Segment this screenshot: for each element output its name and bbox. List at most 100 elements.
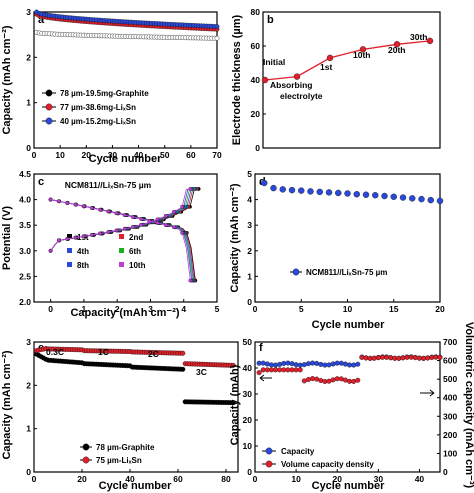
panel-a-legend-label: 77 µm-38.6mg-LiₓSn [60,103,136,112]
panel-b-point [359,46,367,53]
panel-f-capacity-point [277,361,283,367]
panel-f-right-ytick-label: 100 [443,448,457,458]
panel-d-point [372,192,379,199]
panel-f-volume-point [421,355,427,361]
panel-a-xtick-label: 70 [212,150,222,160]
panel-e-point [230,362,236,368]
panel-f-volume-point [260,367,266,373]
panel-a-ylabel: Capacity (mAh cm⁻²) [1,25,13,134]
panel-f-left-arrow [259,374,272,382]
panel-f-capacity-point [342,361,348,367]
panel-b-point [326,54,334,62]
panel-f-xtick-label: 20 [332,474,342,484]
panel-e-xtick-label: 0 [32,474,37,484]
panel-c-letter: c [38,176,44,188]
panel-f-volume-point [400,355,406,361]
panel-c-legend-label: 4th [77,247,89,256]
panel-f-volume-point [408,354,414,360]
panel-e-ytick-label: 0 [26,467,31,477]
panel-c-ytick-label: 4.5 [19,169,31,179]
panel-d-point [261,179,268,187]
panel-f-y2label: Volumetric capacity (mAh cm⁻³) [463,322,474,489]
panel-f-volume-point [326,378,332,384]
panel-d-legend-label: NCM811//LiₓSn-75 µm [306,268,387,277]
panel-f-xtick-label: 0 [253,474,258,484]
panel-e-rate-label: 1C [98,347,109,357]
panel-f-volume-point [371,355,377,361]
panel-b-ytick-label: 0 [255,143,260,153]
panel-c-ytick-label: 4.0 [19,195,31,205]
panel-e-ytick-label: 1 [26,424,31,434]
panel-c-discharge-curve [50,199,193,281]
panel-d-legend-marker [292,268,300,276]
panel-a-legend-marker [45,103,53,111]
panel-a-xtick-label: 50 [160,150,170,160]
panel-c-charge-curve [50,188,198,252]
panel-d-point [399,194,407,201]
panel-c-xtick-label: 2 [115,304,120,314]
panel-f-capacity-point [314,360,320,366]
panel-f-legend-marker [265,460,273,468]
panel-f-ytick-label: 0 [247,467,252,477]
panel-e-xlabel: Cycle number [99,480,172,492]
panel-f-volume-point [379,354,385,360]
panel-e-ytick-label: 3 [26,337,31,347]
panel-f-volume-point [425,355,431,361]
panel-d-point [307,188,314,195]
panel-b-point [293,73,301,80]
panel-b-point [393,41,401,48]
panel-c-xtick-label: 1 [82,304,87,314]
panel-f-capacity-point [281,360,287,366]
panel-f-capacity-point [347,362,353,368]
panel-d-ytick-label: 5 [247,169,252,179]
panel-f-right-ytick-label: 600 [443,356,457,366]
panel-a-point [214,24,220,29]
panel-f-ytick-label: 20 [243,415,253,425]
panel-c-legend-marker [67,262,72,267]
panel-a-letter: a [38,14,45,26]
panel-f-capacity-point [301,362,307,368]
panel-f-volume-point [347,378,353,384]
panel-f-volume-point [330,377,336,383]
panel-d-point [418,195,425,203]
panel-f-legend-marker [265,447,273,455]
panel-a-xtick-label: 20 [82,150,92,160]
panel-f-capacity-point [326,362,332,368]
panel-e-xtick-label: 20 [77,474,87,484]
panel-f-capacity-point [289,361,295,367]
panel-c-legend-label: 8th [77,261,89,270]
panel-a-xtick-label: 10 [55,150,65,160]
panel-d-point [353,191,360,198]
panel-a-xlabel: Cycle number [89,153,162,165]
panel-e-xtick-label: 60 [173,474,183,484]
panel-d-point [390,193,397,200]
panel-d-point [436,197,444,205]
panel-f-capacity-point [334,360,340,366]
panel-a-xtick-label: 0 [32,150,37,160]
panel-f-right-ytick-label: 0 [443,467,448,477]
panel-f-right-ytick-label: 300 [443,411,457,421]
panel-b-point-label: Absorbing [270,80,313,90]
panel-e-legend-label: 78 µm-Graphite [96,443,155,452]
panel-a-legend-label: 40 µm-15.2mg-LiₓSn [60,117,136,126]
panel-c-charge-curve [50,188,196,252]
panel-f-volume-point [437,354,443,360]
panel-c-legend-label: 10th [129,261,146,270]
panel-b-point-label: 1st [320,62,332,72]
panel-c-xlabel: Capacity (mAh cm⁻²) [70,307,179,319]
panel-a-xtick-label: 60 [186,150,196,160]
panel-f-volume-point [375,355,381,361]
panel-c-ytick-label: 2.0 [19,297,31,307]
panel-d-point [427,196,434,204]
panel-f-volume-point [264,367,270,373]
panel-f-volume-point [363,355,369,361]
panel-f-volume-point [301,378,307,384]
panel-f-xtick-label: 10 [291,474,301,484]
panel-c-ytick-label: 2.5 [19,271,31,281]
panel-f-right-arrow [420,389,435,397]
panel-f-volume-point [293,367,299,373]
panel-d-point [344,190,351,197]
panel-f-volume-point [412,355,418,361]
panel-f-frame [254,341,441,473]
